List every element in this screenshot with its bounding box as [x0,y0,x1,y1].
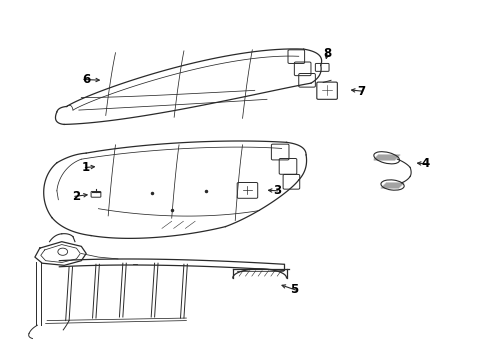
Text: 3: 3 [273,184,281,197]
Text: 4: 4 [422,157,430,170]
Text: 6: 6 [82,73,90,86]
Text: 7: 7 [357,85,366,98]
Text: 2: 2 [73,190,80,203]
Text: 8: 8 [323,47,331,60]
Text: 5: 5 [290,283,298,296]
Text: 1: 1 [82,161,90,174]
